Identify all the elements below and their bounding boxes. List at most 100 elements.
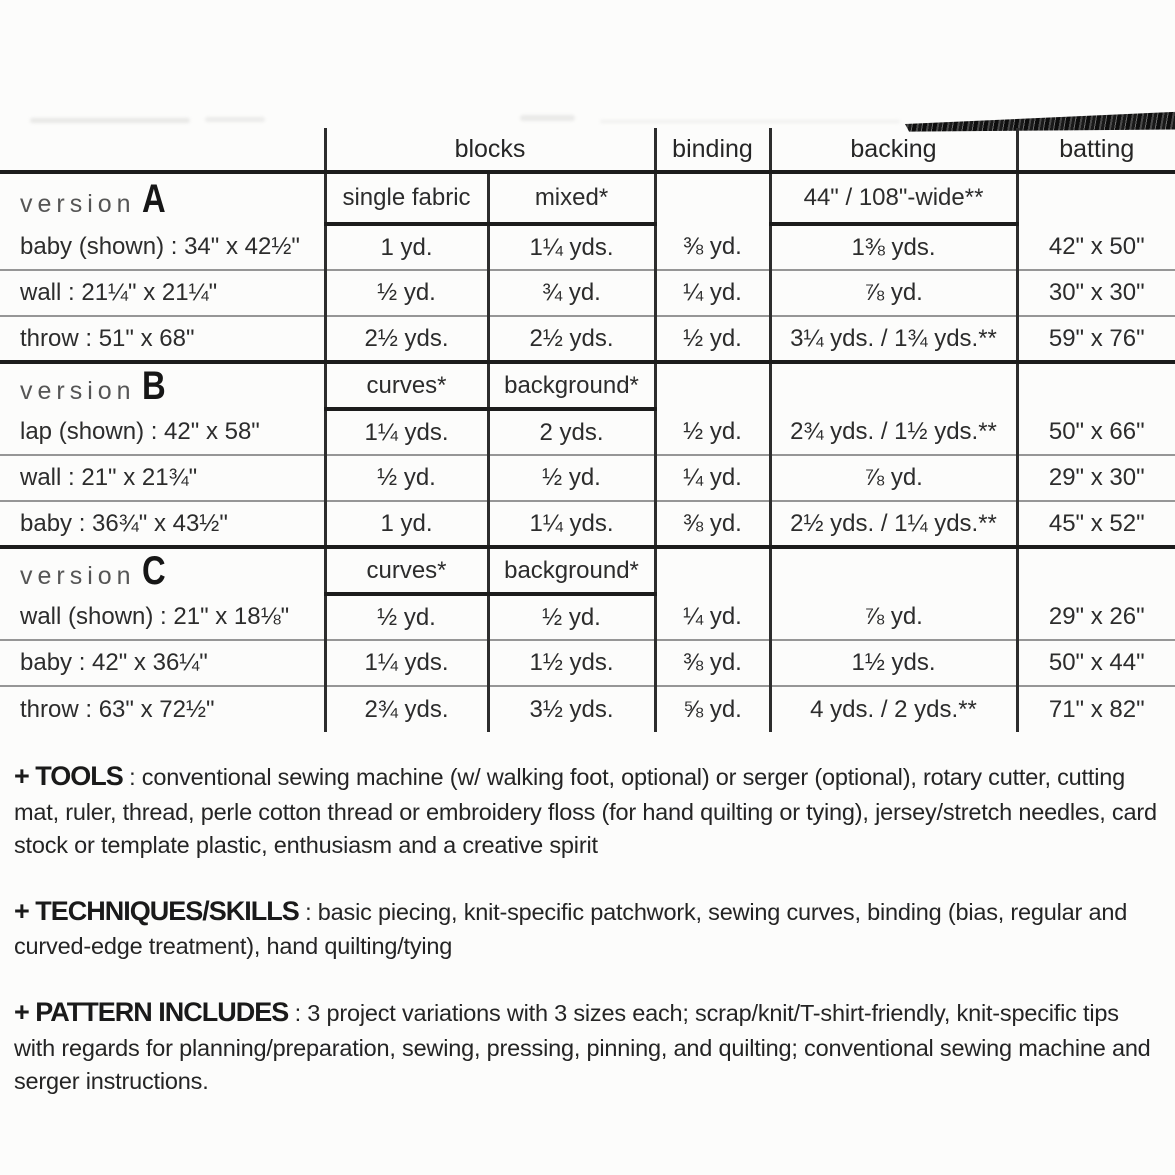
table-row: baby (shown) : 34" x 42½" 1 yd. 1¼ yds. … xyxy=(0,224,1175,271)
yardage-cell: ⅜ yd. xyxy=(655,640,772,687)
note-separator: : xyxy=(298,898,318,925)
yardage-cell: 1¼ yds. xyxy=(325,409,490,456)
yardage-cell: 71" x 82" xyxy=(1048,695,1145,723)
table-row: throw : 63" x 72½" 2¾ yds. 3½ yds. ⅝ yd.… xyxy=(0,686,1175,732)
yardage-cell: ½ yd. xyxy=(655,409,772,456)
size-label-cell: lap (shown) : 42" x 58" xyxy=(0,409,327,456)
tools-body: conventional sewing machine (w/ walking … xyxy=(14,764,1157,858)
size-label-cell: baby : 42" x 36¼" xyxy=(0,640,327,687)
table-row: wall : 21¼" x 21¼" ½ yd. ¾ yd. ¼ yd. ⅞ y… xyxy=(0,270,1175,317)
version-word: version xyxy=(20,377,136,405)
note-separator: : xyxy=(288,1000,308,1027)
subheader-cell: single fabric xyxy=(325,172,490,226)
yardage-cell: ⅝ yd. xyxy=(655,686,772,732)
subheader-cell: background* xyxy=(488,362,657,411)
tools-note: + TOOLS : conventional sewing machine (w… xyxy=(14,758,1166,862)
yardage-cell: 2½ yds. / 1¼ yds.** xyxy=(770,501,1019,549)
yardage-cell: 1¼ yds. xyxy=(488,224,657,271)
note-separator: : xyxy=(122,764,142,790)
yardage-cell: ¼ yd. xyxy=(655,270,772,317)
yardage-cell: 1¼ yds. xyxy=(488,501,657,549)
yardage-cell: 4 yds. / 2 yds.** xyxy=(770,686,1019,732)
header-backing: backing xyxy=(770,128,1019,174)
table-row: wall (shown) : 21" x 18⅛" ½ yd. ½ yd. ¼ … xyxy=(0,594,1175,641)
yardage-cell: ⅞ yd. xyxy=(770,594,1019,641)
subheader-cell-empty xyxy=(770,362,1019,409)
header-batting: batting xyxy=(1017,128,1175,174)
yardage-cell: 1¼ yds. xyxy=(325,640,490,687)
photo-remnant-smudge xyxy=(600,120,900,123)
table-row: throw : 51" x 68" 2½ yds. 2½ yds. ½ yd. … xyxy=(0,316,1175,364)
yardage-cell: ¼ yd. xyxy=(655,455,772,502)
yardage-cell: ¾ yd. xyxy=(488,270,657,317)
yardage-cell: 29" x 26" xyxy=(1017,594,1175,641)
subheader-cell: curves* xyxy=(325,362,490,411)
photo-remnant-smudge xyxy=(205,117,265,122)
size-label-cell: wall : 21¼" x 21¼" xyxy=(0,270,327,317)
yardage-cell: ½ yd. xyxy=(325,270,490,317)
subheader-cell-empty xyxy=(770,547,1019,594)
size-label-cell: throw : 51" x 68" xyxy=(0,316,327,364)
yardage-cell: 59" x 76" xyxy=(1017,316,1175,364)
yardage-cell: 3½ yds. xyxy=(488,686,657,732)
table-row: lap (shown) : 42" x 58" 1¼ yds. 2 yds. ½… xyxy=(0,409,1175,456)
header-blocks: blocks xyxy=(325,128,657,174)
yardage-cell: ¼ yd. xyxy=(655,594,772,641)
yardage-cell: 50" x 44" xyxy=(1017,640,1175,687)
yardage-cell: 2¾ yds. xyxy=(325,686,490,732)
subheader-cell: background* xyxy=(488,547,657,596)
pattern-includes-heading: + PATTERN INCLUDES xyxy=(14,997,289,1028)
version-c-title: version C xyxy=(0,547,327,594)
header-empty-cell xyxy=(0,128,327,174)
pattern-includes-note: + PATTERN INCLUDES : 3 project variation… xyxy=(14,994,1166,1098)
yardage-cell: 1⅜ yds. xyxy=(770,224,1019,271)
version-c-subheader-row: version C curves* background* xyxy=(0,547,1175,596)
yardage-cell: ½ yd. xyxy=(488,594,657,641)
yardage-cell: ½ yd. xyxy=(488,455,657,502)
yardage-cell: ½ yd. xyxy=(325,594,490,641)
version-b-subheader-row: version B curves* background* xyxy=(0,362,1175,411)
table-row: baby : 42" x 36¼" 1¼ yds. 1½ yds. ⅜ yd. … xyxy=(0,640,1175,687)
yardage-cell: 1½ yds. xyxy=(770,640,1019,687)
yardage-cell: 2½ yds. xyxy=(488,316,657,364)
size-label-cell: baby (shown) : 34" x 42½" xyxy=(0,224,327,271)
techniques-heading: + TECHNIQUES/SKILLS xyxy=(14,895,300,926)
subheader-cell-empty xyxy=(1017,362,1175,409)
yardage-cell: 50" x 66" xyxy=(1017,409,1175,456)
subheader-cell: mixed* xyxy=(488,172,657,226)
subheader-cell-empty xyxy=(655,362,772,409)
subheader-cell-empty xyxy=(655,547,772,594)
notes-section: + TOOLS : conventional sewing machine (w… xyxy=(14,758,1166,1129)
table-row: baby : 36¾" x 43½" 1 yd. 1¼ yds. ⅜ yd. 2… xyxy=(0,501,1175,549)
yardage-cell: 2½ yds. xyxy=(325,316,490,364)
version-letter: A xyxy=(141,176,166,221)
yardage-cell: 45" x 52" xyxy=(1017,501,1175,549)
table-header-row: blocks binding backing batting xyxy=(0,128,1175,174)
techniques-body: basic piecing, knit-specific patchwork, … xyxy=(14,898,1128,960)
yardage-cell: ⅞ yd. xyxy=(770,455,1019,502)
header-binding: binding xyxy=(655,128,772,174)
version-word: version xyxy=(20,189,136,218)
yardage-table: blocks binding backing batting version A … xyxy=(0,128,1175,732)
yardage-cell: ½ yd. xyxy=(325,455,490,502)
version-letter: C xyxy=(141,549,166,593)
yardage-cell: ⅜ yd. xyxy=(655,501,772,549)
yardage-cell: 2¾ yds. / 1½ yds.** xyxy=(770,409,1019,456)
version-a-title: version A xyxy=(0,172,327,224)
yardage-cell: 30" x 30" xyxy=(1017,270,1175,317)
size-label-cell: baby : 36¾" x 43½" xyxy=(0,501,327,549)
yardage-cell: ½ yd. xyxy=(655,316,772,364)
version-b-title: version B xyxy=(0,362,327,409)
size-label-cell: wall : 21" x 21¾" xyxy=(0,455,327,502)
yardage-cell: 29" x 30" xyxy=(1017,455,1175,502)
subheader-backing-widths: 44" / 108"-wide** xyxy=(770,172,1019,226)
table-row: wall : 21" x 21¾" ½ yd. ½ yd. ¼ yd. ⅞ yd… xyxy=(0,455,1175,502)
version-a-subheader-row: version A single fabric mixed* 44" / 108"… xyxy=(0,172,1175,226)
yardage-cell: 3¼ yds. / 1¾ yds.** xyxy=(770,316,1019,364)
subheader-cell-empty xyxy=(1017,547,1175,594)
size-label-cell: throw : 63" x 72½" xyxy=(0,686,327,732)
subheader-cell: curves* xyxy=(325,547,490,596)
yardage-cell: 1 yd. xyxy=(325,501,490,549)
tools-heading: + TOOLS xyxy=(14,761,124,791)
